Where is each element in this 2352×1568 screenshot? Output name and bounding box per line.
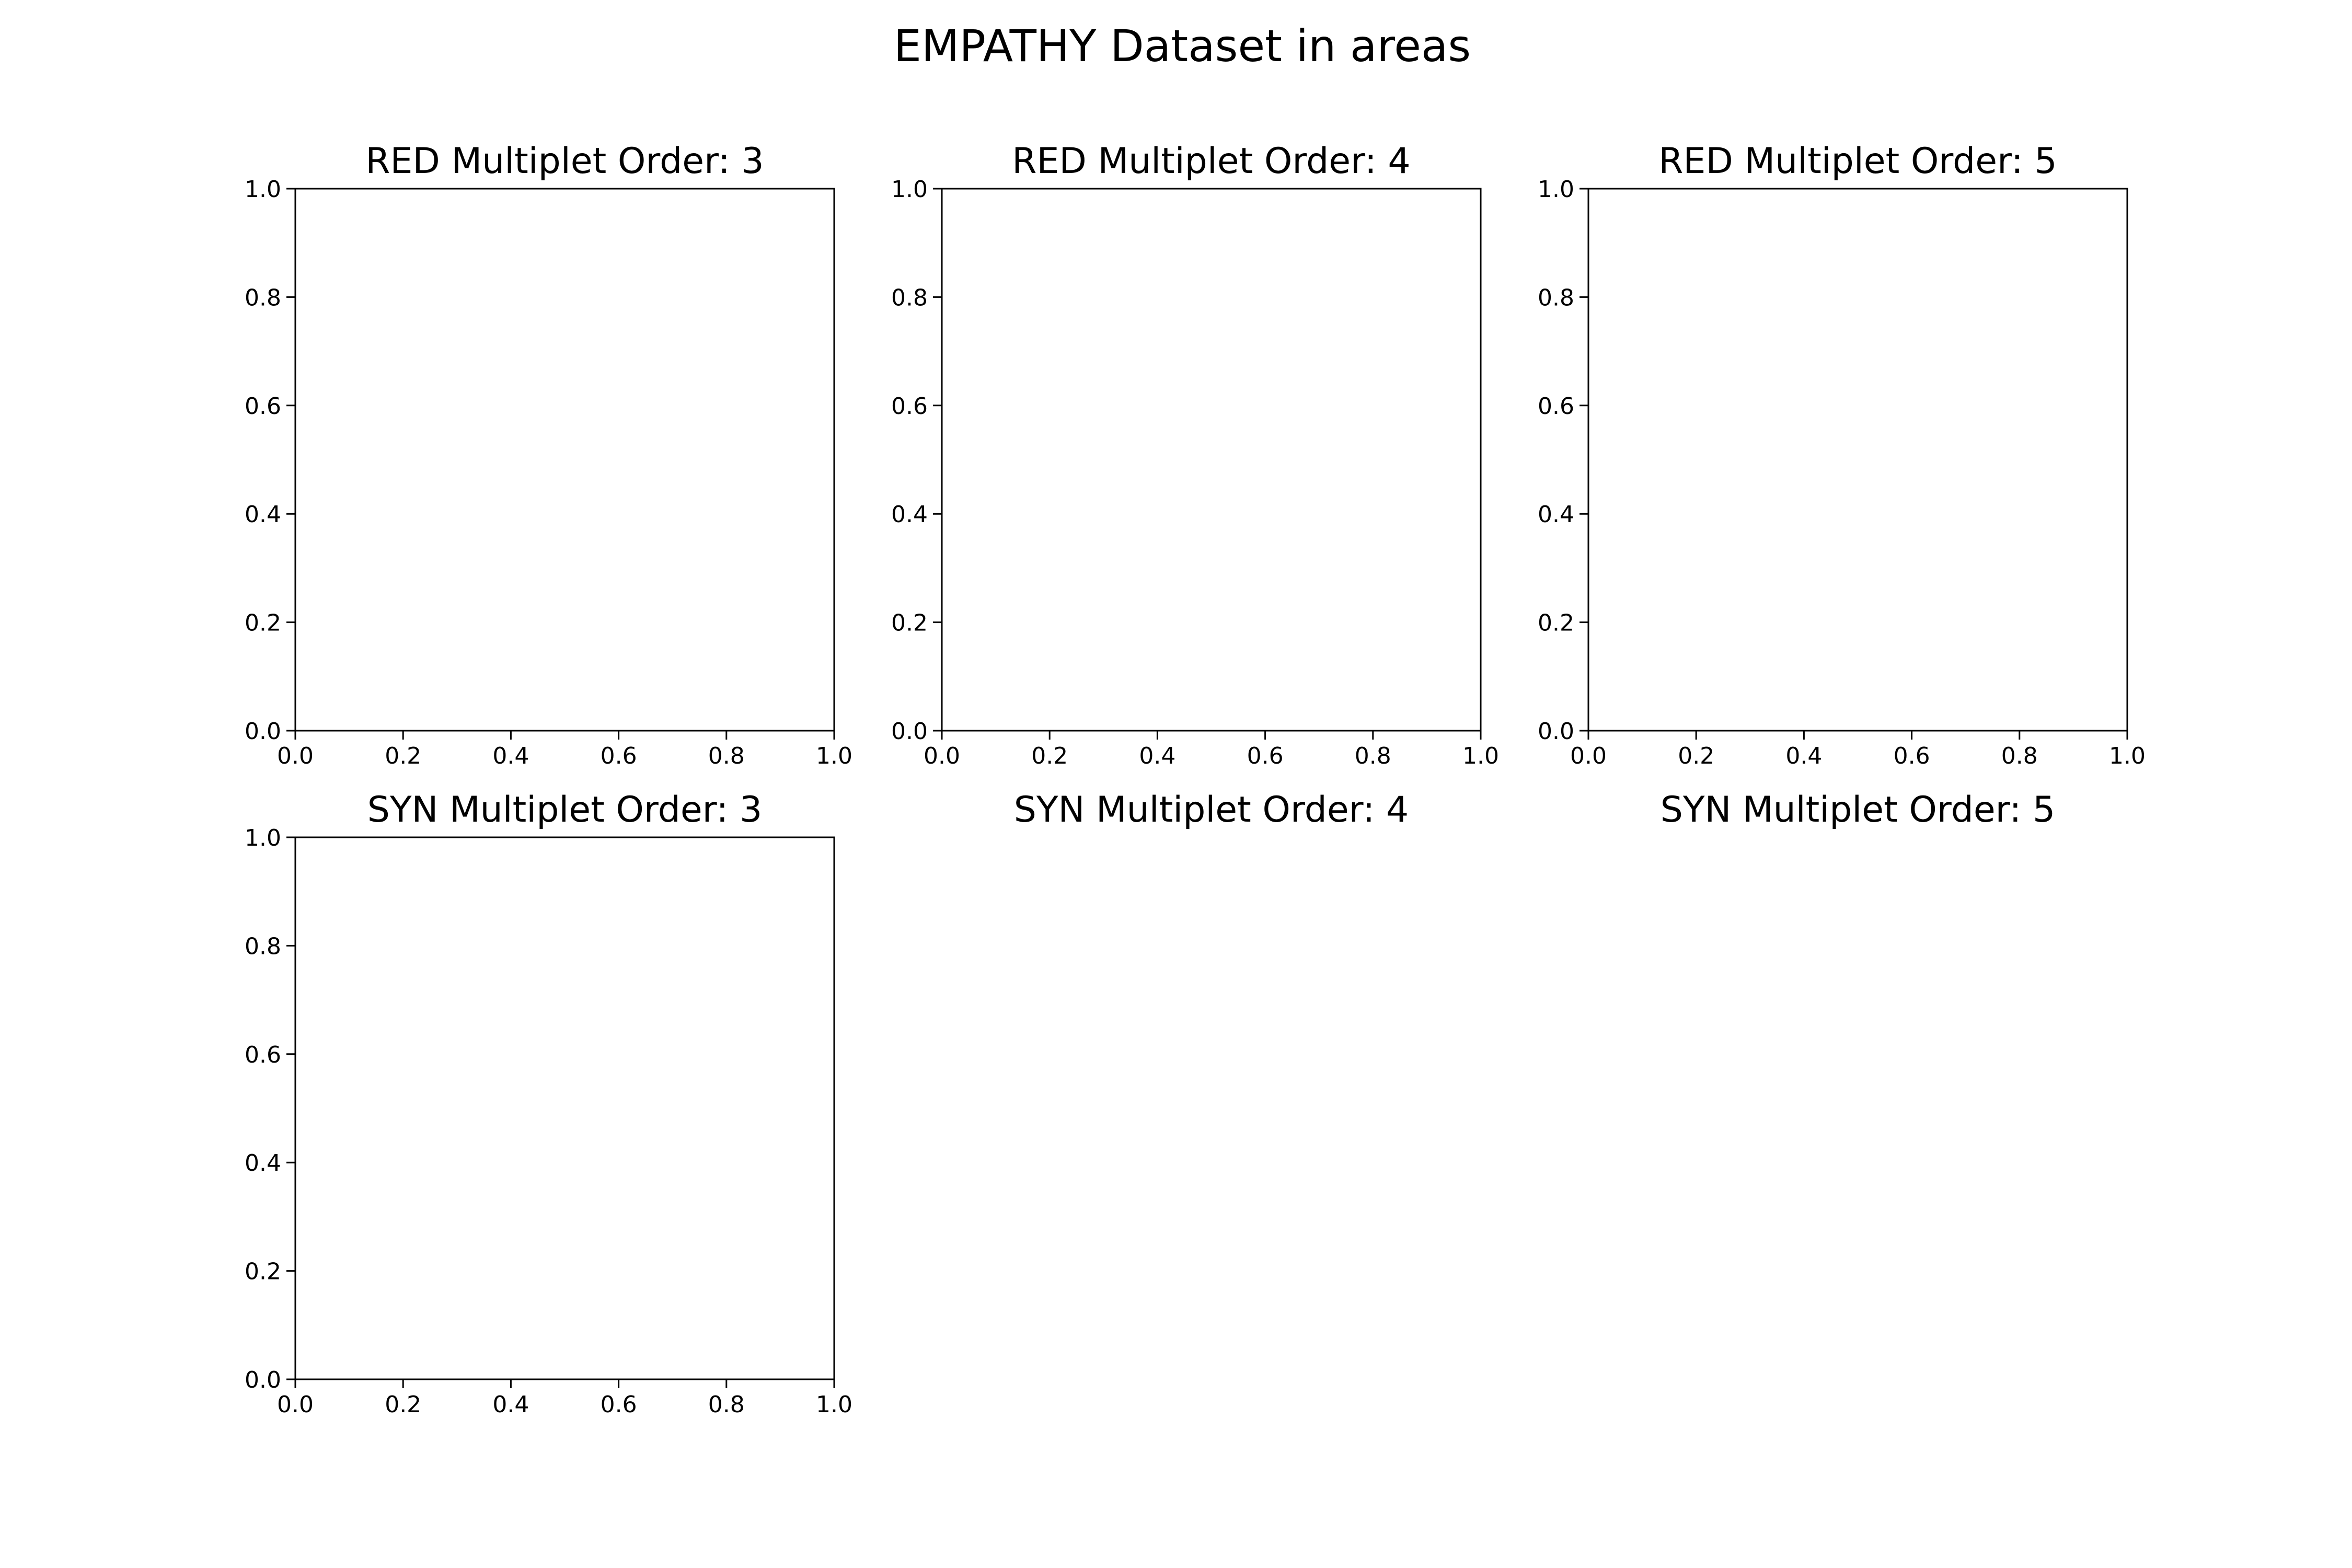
- subplot-5: SYN Multiplet Order: 4: [1014, 789, 1409, 831]
- subplot-2-xtick-label: 0.4: [1139, 743, 1175, 769]
- subplot-4-title: SYN Multiplet Order: 3: [367, 789, 762, 831]
- subplot-3-ytick-label: 0.0: [1538, 718, 1574, 745]
- subplot-4-axes-frame: [294, 836, 835, 1380]
- subplot-1: RED Multiplet Order: 3 0.0 0.2 0.4 0.6 0.8 1.0…: [245, 141, 852, 769]
- subplot-4-xtick-label: 0.6: [601, 1391, 637, 1418]
- subplot-1-xtick-label: 0.6: [601, 743, 637, 769]
- subplot-2-ytick-label: 0.4: [891, 501, 928, 528]
- subplot-2-ytick-label: 0.6: [891, 393, 928, 420]
- subplot-1-xtick-label: 0.2: [385, 743, 421, 769]
- subplot-4-xtick-label: 0.8: [708, 1391, 745, 1418]
- subplot-3-title: RED Multiplet Order: 5: [1658, 141, 2057, 182]
- subplot-3-ytick-label: 0.8: [1538, 284, 1574, 311]
- subplot-1-ytick-label: 0.8: [245, 284, 281, 311]
- subplot-3-ytick-label: 0.6: [1538, 393, 1574, 420]
- subplot-1-xtick-label: 0.4: [492, 743, 529, 769]
- subplot-3: RED Multiplet Order: 5 0.0 0.2 0.4 0.6 0.8 1.0…: [1538, 141, 2146, 769]
- subplot-4-ytick-label: 1.0: [245, 825, 281, 851]
- subplot-2-xtick-label: 1.0: [1462, 743, 1499, 769]
- subplot-1-xtick-label: 1.0: [816, 743, 852, 769]
- subplot-1-xtick-label: 0.8: [708, 743, 745, 769]
- subplot-1-ytick-label: 0.4: [245, 501, 281, 528]
- figure-title: EMPATHY Dataset in areas: [894, 20, 1471, 72]
- subplot-3-xtick-label: 0.0: [1570, 743, 1607, 769]
- subplot-3-xtick-label: 0.2: [1678, 743, 1714, 769]
- subplot-4: SYN Multiplet Order: 3 0.0 0.2 0.4 0.6 0.8 1.0…: [245, 789, 852, 1418]
- subplot-6: SYN Multiplet Order: 5: [1661, 789, 2055, 831]
- subplot-6-title: SYN Multiplet Order: 5: [1661, 789, 2055, 831]
- subplot-4-xtick-label: 0.2: [385, 1391, 421, 1418]
- subplot-1-ytick-label: 1.0: [245, 176, 281, 203]
- subplot-1-axes-frame: [294, 188, 835, 732]
- subplot-2-ytick-label: 1.0: [891, 176, 928, 203]
- subplot-2-ytick-label: 0.8: [891, 284, 928, 311]
- subplot-4-ytick-label: 0.8: [245, 933, 281, 960]
- subplot-1-ytick-label: 0.0: [245, 718, 281, 745]
- subplot-2-ytick-label: 0.0: [891, 718, 928, 745]
- subplot-3-xtick-label: 0.4: [1785, 743, 1822, 769]
- subplot-3-ytick-label: 0.2: [1538, 610, 1574, 637]
- subplot-4-ytick-label: 0.6: [245, 1042, 281, 1068]
- subplot-3-ytick-label: 1.0: [1538, 176, 1574, 203]
- subplot-4-ytick-label: 0.4: [245, 1150, 281, 1177]
- subplot-2-xtick-label: 0.2: [1031, 743, 1068, 769]
- subplot-2-xtick-label: 0.0: [924, 743, 960, 769]
- subplot-1-ytick-label: 0.2: [245, 610, 281, 637]
- subplot-4-xtick-label: 1.0: [816, 1391, 852, 1418]
- subplot-3-xtick-label: 1.0: [2109, 743, 2146, 769]
- subplot-4-ytick-label: 0.2: [245, 1259, 281, 1285]
- subplot-2-ytick-label: 0.2: [891, 610, 928, 637]
- subplot-1-ytick-label: 0.6: [245, 393, 281, 420]
- subplot-4-xtick-label: 0.4: [492, 1391, 529, 1418]
- subplot-grid: RED Multiplet Order: 3 0.0 0.2 0.4 0.6 0.8 1.0…: [245, 141, 2146, 1418]
- subplot-3-ytick-label: 0.4: [1538, 501, 1574, 528]
- subplot-3-xtick-label: 0.8: [2001, 743, 2038, 769]
- subplot-2-title: RED Multiplet Order: 4: [1012, 141, 1410, 182]
- subplot-3-axes-frame: [1587, 188, 2128, 732]
- subplot-5-title: SYN Multiplet Order: 4: [1014, 789, 1409, 831]
- subplot-2: RED Multiplet Order: 4 0.0 0.2 0.4 0.6 0.8 1.0…: [891, 141, 1499, 769]
- subplot-4-ytick-label: 0.0: [245, 1367, 281, 1393]
- subplot-3-xtick-label: 0.6: [1894, 743, 1930, 769]
- subplot-2-xtick-label: 0.6: [1247, 743, 1284, 769]
- subplot-1-xtick-label: 0.0: [277, 743, 314, 769]
- subplot-2-axes-frame: [941, 188, 1482, 732]
- subplot-1-title: RED Multiplet Order: 3: [365, 141, 764, 182]
- subplot-4-xtick-label: 0.0: [277, 1391, 314, 1418]
- subplot-2-xtick-label: 0.8: [1355, 743, 1391, 769]
